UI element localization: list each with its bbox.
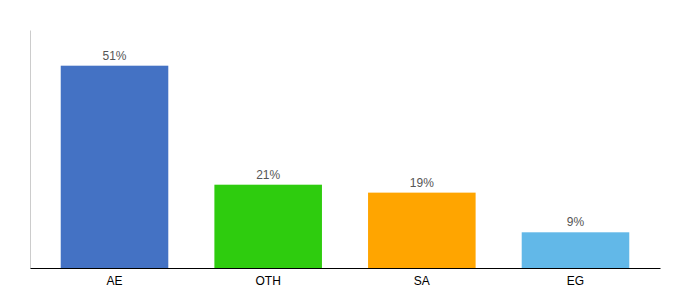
x-tick-label: OTH [255,274,280,288]
bar [522,232,630,268]
chart-container: AE OTH SA EG 51% 21% 19% 9% [0,0,680,300]
bar [368,193,476,268]
x-tick: OTH [255,274,280,288]
data-label: 19% [410,176,434,190]
y-axis-line [30,31,31,269]
x-axis: AE OTH SA EG [31,269,661,288]
chart-svg: AE OTH SA EG 51% 21% 19% 9% [0,0,680,300]
data-label: 21% [256,168,280,182]
x-tick: EG [567,274,584,288]
plot-area: AE OTH SA EG 51% 21% 19% 9% [31,31,661,288]
x-tick: SA [414,274,430,288]
y-axis [30,31,31,269]
bars [61,66,630,268]
data-label: 51% [102,49,126,63]
x-axis-line [31,268,661,269]
bar [214,185,322,268]
x-tick-label: AE [107,274,123,288]
x-tick-label: EG [567,274,584,288]
x-tick-label: SA [414,274,430,288]
data-label: 9% [567,215,585,229]
bar [61,66,169,268]
data-labels: 51% 21% 19% 9% [102,49,584,230]
x-tick: AE [107,274,123,288]
